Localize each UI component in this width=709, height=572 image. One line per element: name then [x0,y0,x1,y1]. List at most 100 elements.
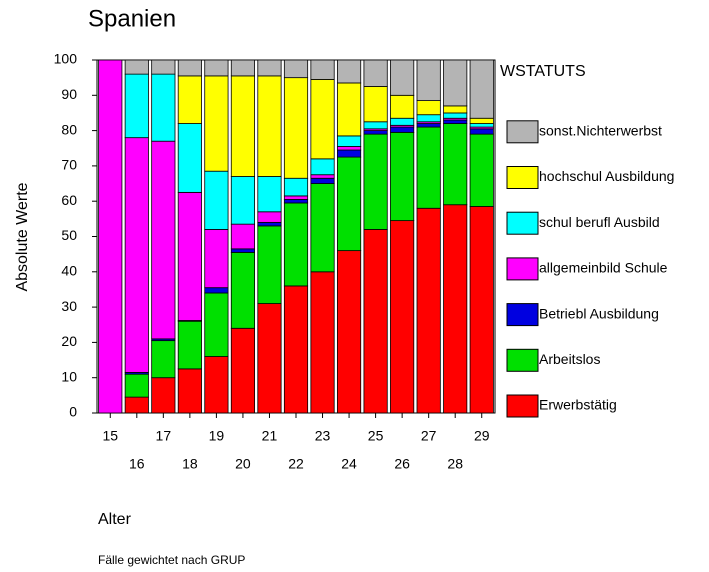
x-tick-label: 19 [209,428,225,444]
x-tick-label: 18 [182,456,198,472]
bar-segment [416,59,441,101]
bar-segment [310,59,335,80]
bar-segment [98,59,123,414]
bar-segment [416,100,441,116]
bar-segment [336,59,362,84]
legend-swatch [506,211,539,235]
x-tick-label: 17 [156,428,172,444]
legend-label: allgemeinbild Schule [539,260,668,276]
bar-segment [469,59,494,119]
x-tick-label: 23 [315,428,331,444]
bar-segment [204,356,229,414]
y-tick-label: 50 [61,227,77,243]
x-tick-label: 15 [102,428,118,444]
y-tick-label: 90 [61,86,77,102]
legend-swatch [506,394,539,418]
bar-segment [443,204,468,414]
legend-title: WSTATUTS [500,63,586,80]
x-tick-label: 29 [474,428,490,444]
bar-segment [283,202,309,287]
bar-segment [363,121,388,130]
chart-title: Spanien [88,5,176,32]
x-tick-label: 16 [129,456,145,472]
bar-segment [230,251,256,329]
bar-segment [204,75,229,172]
bar-segment [204,170,229,230]
legend-swatch [506,120,539,144]
bar-segment [151,377,176,414]
legend-label: Betriebl Ausbildung [539,305,659,321]
legend-label: sonst.Nichterwerbst [539,123,662,139]
bar-segment [124,137,149,373]
bar-segment [390,126,415,133]
bar-segment [363,86,388,123]
bar-segment [257,225,282,304]
bar-segment [363,59,388,87]
bar-segment [283,285,309,414]
bar-segment [443,59,468,107]
bar-segment [336,149,362,158]
bar-segment [336,156,362,252]
bar-segment [336,82,362,137]
legend-label: schul berufl Ausbild [539,214,660,230]
bar-segment [310,271,335,414]
legend-swatch [506,166,539,189]
y-tick-label: 70 [61,157,77,173]
bar-segment [204,287,229,294]
bar-segment [177,75,202,124]
bar-segment [336,135,362,147]
bar-segment [257,221,282,227]
bar-segment [363,229,388,414]
bar-segment [443,123,468,206]
x-axis-label: Alter [98,511,132,528]
bar-segment [151,73,176,142]
bar-segment [283,77,309,179]
bar-segment [443,119,468,124]
bar-segment [283,59,309,79]
bar-segment [230,327,256,414]
bar-segment [283,195,309,200]
legend-label: Arbeitslos [539,351,600,367]
bar-segment [177,320,202,370]
bar-segment [310,158,335,176]
bar-segment [177,59,202,77]
bar-segment [124,373,149,398]
y-tick-label: 100 [54,51,78,67]
bar-segment [257,176,282,213]
bar-segment [390,59,415,96]
legend-swatch [506,257,539,281]
bar-segment [469,133,494,207]
bar-segment [151,340,176,379]
bar-segment [204,292,229,357]
x-tick-label: 28 [447,456,463,472]
bar-segment [416,123,441,128]
bar-segment [257,75,282,177]
bar-segment [230,59,256,77]
y-tick-label: 40 [61,263,77,279]
bar-segment [124,396,149,414]
bar-segment [151,59,176,75]
bar-segment [283,177,309,197]
x-tick-label: 25 [368,428,384,444]
bar-segment [390,131,415,222]
bar-segment [469,123,494,128]
bar-segment [416,114,441,123]
bar-segment [177,123,202,193]
x-tick-label: 27 [421,428,437,444]
bar-segment [443,105,468,114]
y-axis-label: Absolute Werte [14,182,31,291]
bar-segment [230,223,256,250]
y-tick-label: 20 [61,333,77,349]
bar-segment [230,75,256,177]
y-tick-label: 60 [61,192,77,208]
bar-segment [390,220,415,414]
bar-segment [151,140,176,340]
footnote: Fälle gewichtet nach GRUP [98,553,245,567]
bar-segment [257,303,282,414]
bar-segment [336,250,362,414]
bar-segment [469,117,494,124]
bar-segment [257,211,282,223]
bar-segment [310,177,335,184]
bar-segment [230,248,256,253]
